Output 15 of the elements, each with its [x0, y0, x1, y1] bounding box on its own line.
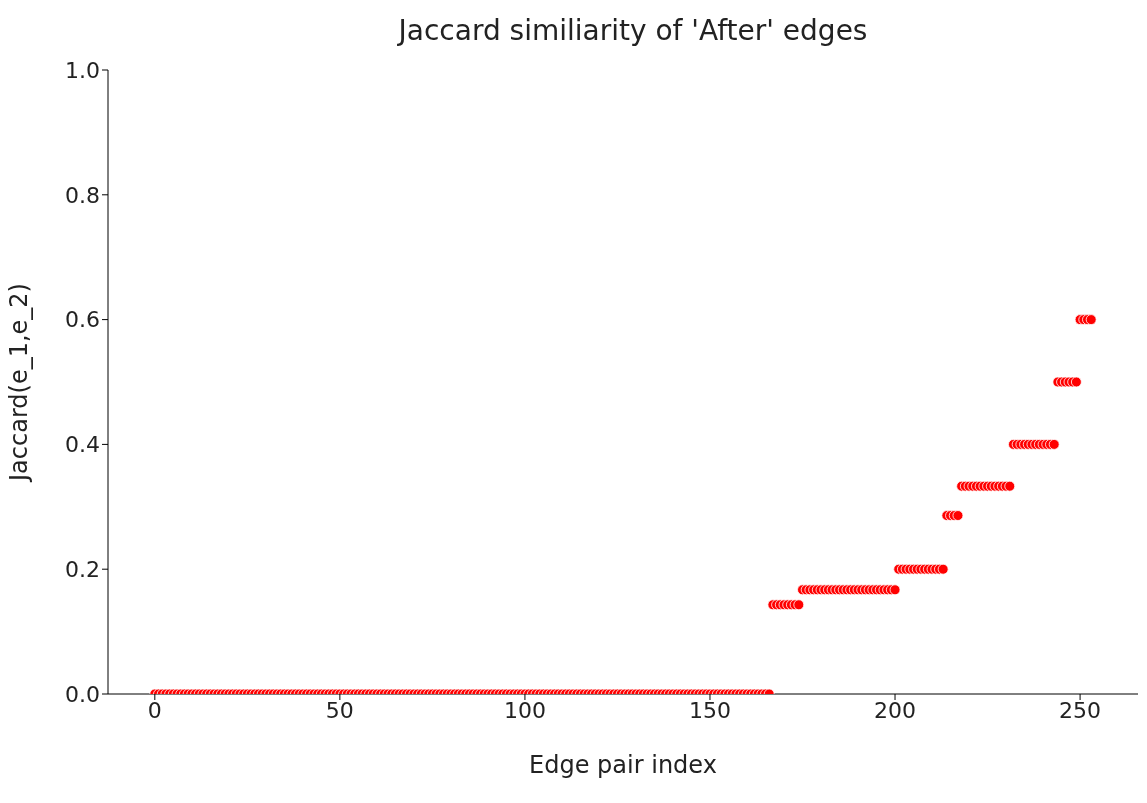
x-tick-label: 200 — [874, 697, 917, 723]
chart-title: Jaccard similiarity of 'After' edges — [396, 13, 869, 49]
x-tick-label: 150 — [688, 697, 731, 723]
x-tick-label: 250 — [1059, 697, 1102, 723]
y-tick-label: 0.4 — [65, 432, 100, 458]
y-tick-label: 0.2 — [65, 557, 100, 583]
x-tick-label: 50 — [325, 697, 354, 723]
y-tick-label: 1.0 — [65, 57, 100, 83]
y-axis-title: Jaccard(e_1,e_2) — [4, 283, 33, 483]
x-tick-label: 0 — [147, 697, 162, 723]
y-tick-label: 0.8 — [65, 182, 100, 208]
x-axis-title: Edge pair index — [529, 751, 717, 780]
x-tick-label: 100 — [503, 697, 546, 723]
y-tick-label: 0.6 — [65, 307, 100, 333]
y-tick-label: 0.0 — [65, 681, 100, 707]
